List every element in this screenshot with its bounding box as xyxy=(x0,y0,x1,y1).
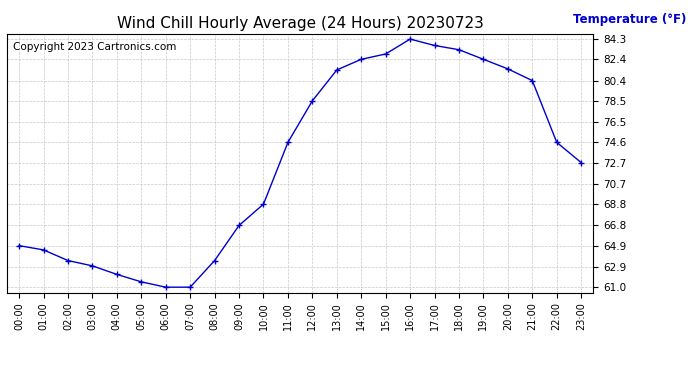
Text: Temperature (°F): Temperature (°F) xyxy=(573,13,687,26)
Title: Wind Chill Hourly Average (24 Hours) 20230723: Wind Chill Hourly Average (24 Hours) 202… xyxy=(117,16,484,31)
Text: Copyright 2023 Cartronics.com: Copyright 2023 Cartronics.com xyxy=(13,42,176,51)
